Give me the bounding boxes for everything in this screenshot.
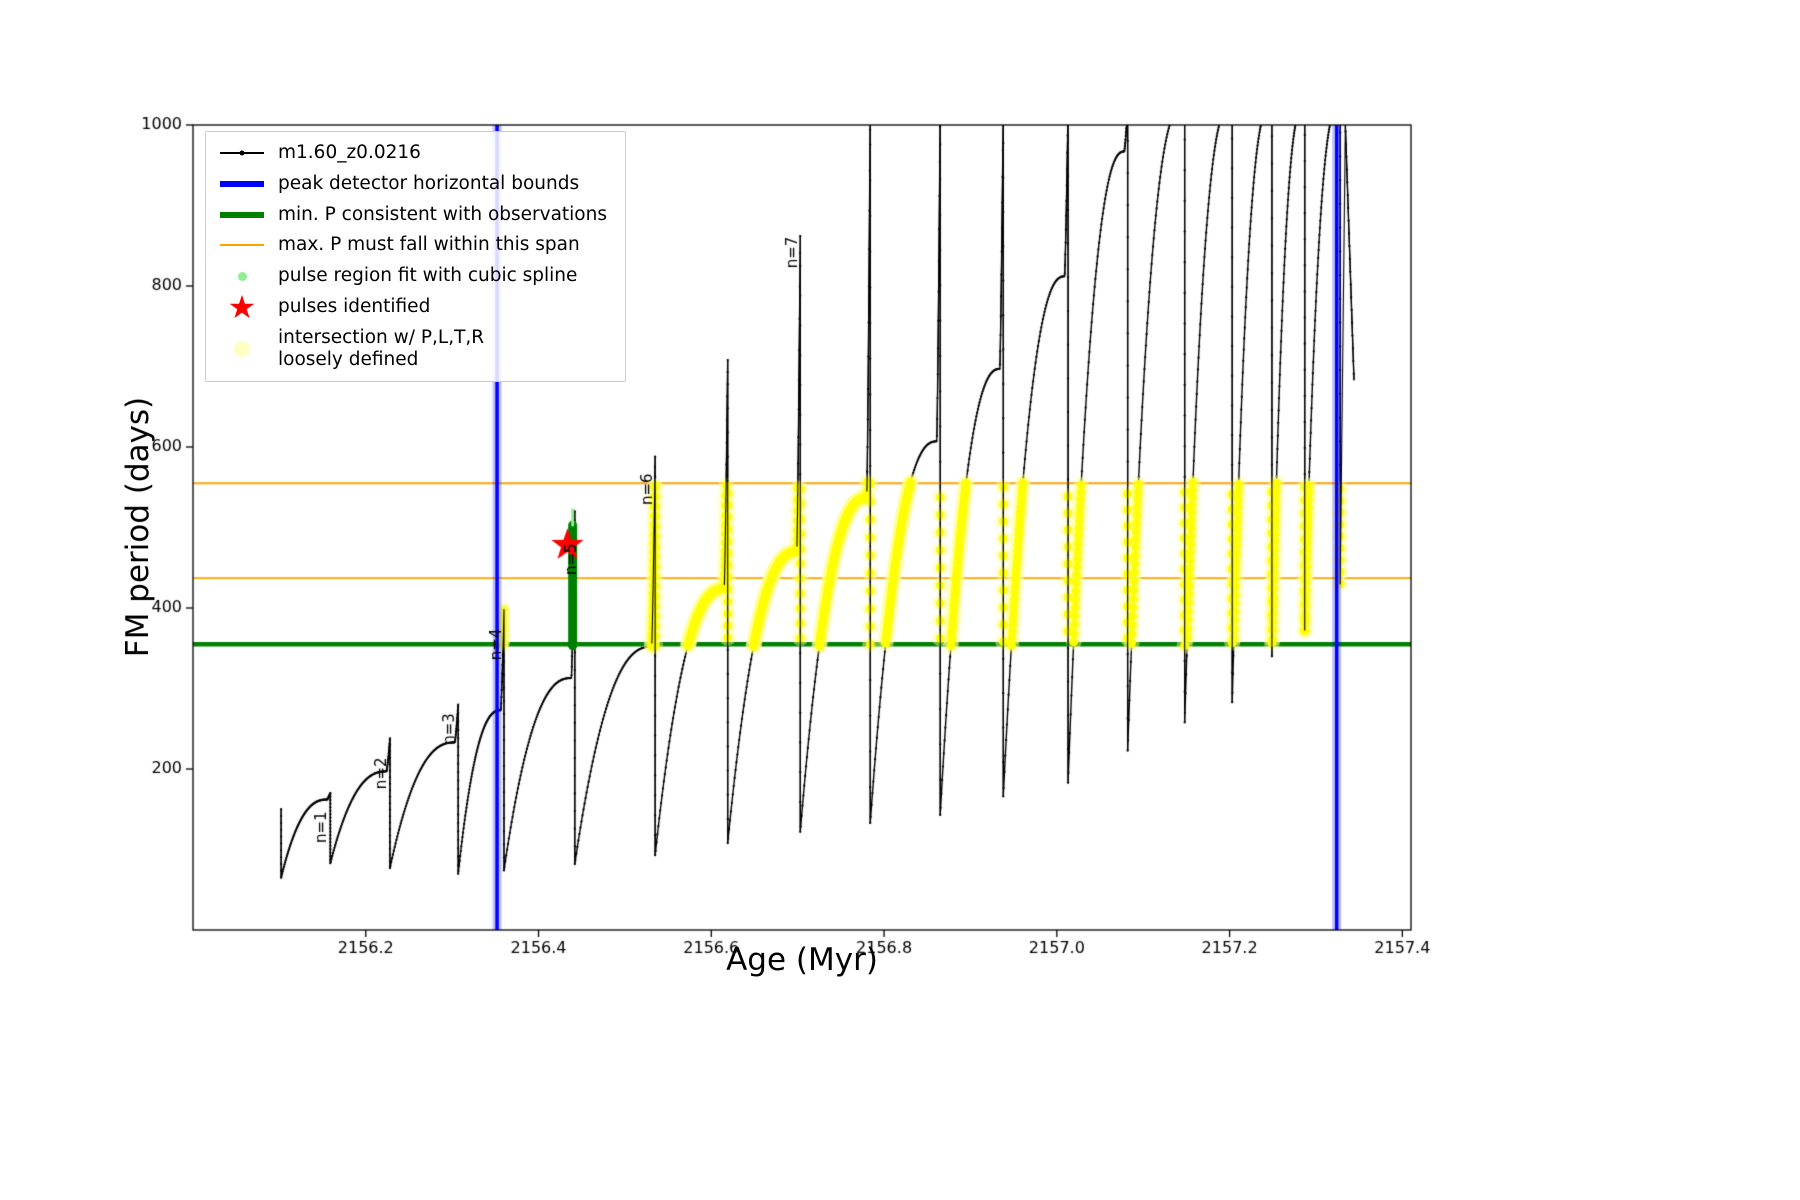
legend-marker-big-dot-icon	[218, 340, 266, 357]
legend-marker-thin-line-icon	[218, 244, 266, 247]
legend-item: ★ pulses identified	[218, 288, 607, 327]
legend-item-label: m1.60_z0.0216	[278, 142, 421, 163]
legend-item-label: pulse region fit with cubic spline	[278, 265, 578, 287]
legend-marker-dot-icon	[218, 271, 266, 281]
y-axis-label: FM period (days)	[120, 396, 156, 658]
legend-item-label: pulses identified	[278, 296, 431, 318]
legend-item-label: max. P must fall within this span	[278, 234, 580, 256]
legend-item: min. P consistent with observations	[218, 204, 607, 226]
legend-marker-thick-line-icon	[218, 180, 266, 187]
legend-item-label: intersection w/ P,L,T,R loosely defined	[278, 327, 485, 370]
legend-item: peak detector horizontal bounds	[218, 173, 607, 195]
legend-marker-star-icon: ★	[227, 288, 257, 327]
legend-marker-line-dot-icon	[218, 150, 266, 156]
legend-item-label: peak detector horizontal bounds	[278, 172, 580, 194]
x-axis-label: Age (Myr)	[726, 942, 878, 978]
legend-item: intersection w/ P,L,T,R loosely defined	[218, 327, 607, 371]
legend-item: m1.60_z0.0216	[218, 142, 607, 164]
legend-item: max. P must fall within this span	[218, 234, 607, 256]
legend-marker-thick-line-icon	[218, 211, 266, 218]
legend-item-label: min. P consistent with observations	[278, 203, 607, 225]
legend-item: pulse region fit with cubic spline	[218, 265, 607, 287]
